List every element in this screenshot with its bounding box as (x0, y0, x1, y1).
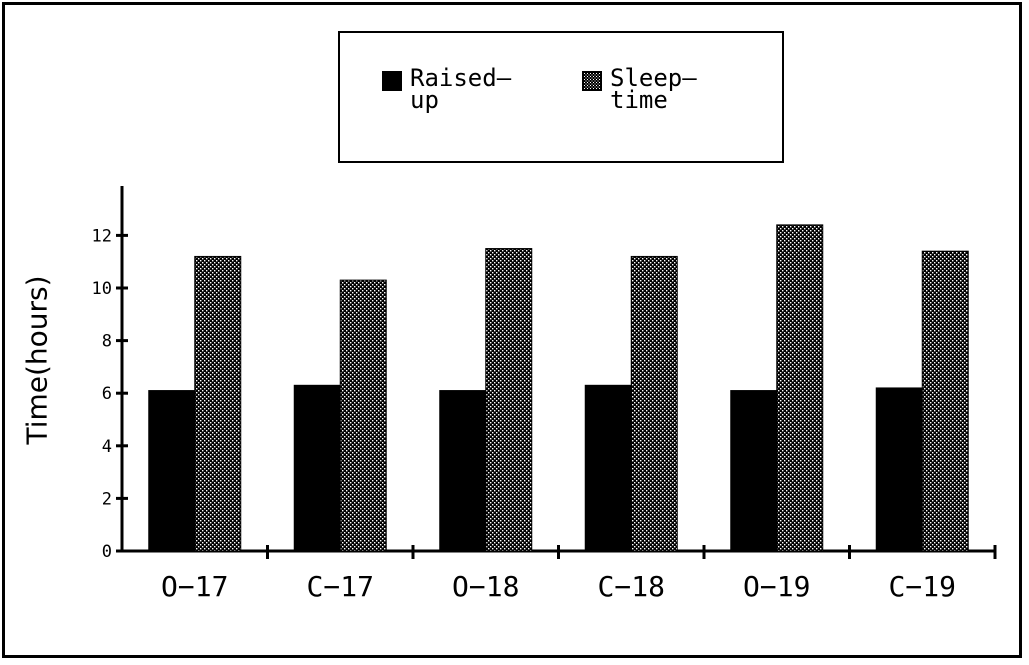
y-tick-label: 2 (102, 489, 112, 509)
y-tick-label: 8 (102, 332, 112, 352)
legend: Raised— up Sleep— time (338, 31, 784, 163)
x-tick-label: C−19 (889, 570, 956, 603)
bar-raised-up (293, 384, 341, 552)
legend-item-sleep-time: Sleep— time (582, 64, 722, 114)
legend-item-raised-up: Raised— up (382, 64, 522, 114)
bar-raised-up (730, 390, 778, 552)
bar-raised-up (439, 390, 487, 552)
bar-sleep-time (776, 224, 824, 552)
x-tick-label: C−18 (598, 570, 665, 603)
y-tick-label: 10 (92, 279, 112, 299)
legend-swatch-sleep-time (582, 71, 602, 91)
bar-sleep-time (339, 279, 387, 552)
legend-label-sleep-time-line1: Sleep— (610, 64, 697, 92)
legend-label-raised-up: Raised— up (410, 64, 522, 114)
y-tick-label: 12 (92, 226, 112, 246)
x-tick-label: C−17 (307, 570, 374, 603)
figure-frame (2, 2, 1022, 658)
bars (148, 224, 969, 552)
axes (116, 186, 997, 559)
bar-raised-up (584, 384, 632, 552)
legend-label-raised-up-line2: up (410, 86, 439, 114)
legend-label-sleep-time: Sleep— time (610, 64, 722, 114)
y-tick-label: 6 (102, 384, 112, 404)
x-tick-label: O−19 (743, 570, 810, 603)
x-tick-label: O−18 (452, 570, 519, 603)
x-tick-label: O−17 (161, 570, 228, 603)
y-tick-label: 4 (102, 437, 112, 457)
bar-sleep-time (630, 255, 678, 552)
legend-label-sleep-time-line2: time (610, 86, 668, 114)
bar-sleep-time (485, 248, 533, 552)
legend-label-raised-up-line1: Raised— (410, 64, 512, 92)
bar-raised-up (875, 387, 923, 552)
legend-swatch-raised-up (382, 71, 402, 91)
tick-labels: 0 2 4 6 8 10 12 O−17 C−17 O−18 C−18 O−19 C−19 (92, 226, 956, 603)
bar-sleep-time (921, 250, 969, 552)
y-tick-label: 0 (102, 542, 112, 562)
bar-raised-up (148, 390, 196, 552)
bar-sleep-time (194, 255, 242, 552)
